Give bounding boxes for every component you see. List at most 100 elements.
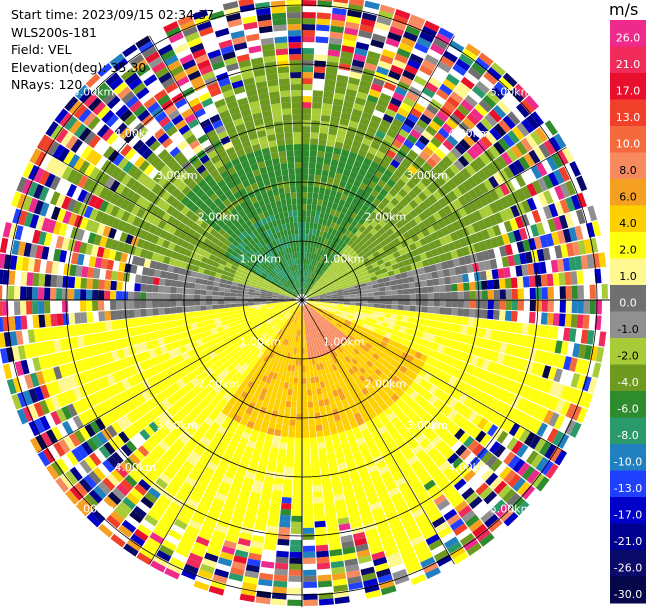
radar-gate — [328, 458, 337, 466]
radar-gate — [508, 162, 520, 177]
radar-gate — [330, 371, 337, 379]
radar-gate — [315, 274, 320, 281]
radar-gate — [331, 566, 346, 575]
radar-gate — [196, 365, 205, 375]
radar-gate — [179, 419, 190, 430]
radar-gate — [312, 479, 322, 486]
radar-gate — [214, 317, 221, 324]
radar-gate — [313, 293, 320, 297]
radar-gate — [201, 256, 209, 264]
radar-gate — [521, 264, 529, 276]
radar-gate — [542, 174, 554, 190]
radar-gate — [303, 288, 306, 295]
radar-gate — [358, 318, 365, 324]
radar-gate — [28, 197, 39, 213]
radar-gate — [211, 436, 221, 446]
radar-gate — [403, 193, 414, 204]
radar-gate — [362, 257, 370, 264]
radar-gate — [55, 393, 67, 408]
radar-gate — [458, 138, 471, 151]
radar-gate — [425, 272, 433, 280]
radar-gate — [403, 288, 410, 295]
radar-gate — [184, 234, 193, 243]
radar-gate — [171, 188, 182, 199]
radar-gate — [405, 25, 421, 37]
radar-gate — [362, 453, 373, 463]
radar-gate — [303, 305, 307, 312]
radar-gate — [249, 546, 263, 555]
radar-gate — [438, 381, 448, 391]
radar-gate — [395, 256, 403, 264]
radar-gate — [368, 539, 382, 549]
radar-gate — [305, 290, 310, 296]
radar-gate — [307, 246, 311, 253]
radar-gate — [328, 170, 336, 179]
radar-gate — [386, 201, 395, 211]
radar-gate — [580, 359, 590, 375]
radar-gate — [108, 361, 118, 374]
radar-gate — [330, 159, 339, 167]
radar-gate — [478, 182, 489, 195]
radar-gate — [372, 283, 379, 289]
radar-gate — [362, 228, 370, 237]
radar-gate — [283, 311, 289, 317]
radar-gate — [316, 223, 322, 231]
radar-gate — [421, 286, 428, 294]
radar-gate — [450, 147, 462, 159]
radar-gate — [334, 382, 342, 390]
radar-gate — [510, 408, 522, 423]
radar-gate — [383, 169, 394, 179]
radar-gate — [75, 501, 90, 517]
radar-gate — [397, 164, 408, 174]
radar-gate — [315, 538, 328, 546]
radar-gate — [242, 293, 249, 298]
radar-gate — [434, 132, 446, 144]
radar-gate — [310, 315, 314, 322]
radar-gate — [327, 214, 334, 222]
radar-gate — [580, 329, 589, 344]
radar-gate — [493, 123, 507, 137]
radar-gate — [533, 146, 546, 161]
radar-gate — [519, 334, 528, 347]
radar-gate — [499, 196, 510, 209]
radar-gate — [313, 294, 320, 297]
radar-gate — [170, 341, 179, 350]
radar-gate — [283, 284, 289, 289]
radar-gate — [290, 315, 294, 322]
radar-gate — [515, 174, 527, 188]
radar-gate — [157, 413, 169, 425]
radar-gate — [308, 341, 312, 348]
radar-gate — [293, 310, 298, 317]
radar-gate — [102, 363, 112, 376]
radar-gate — [104, 398, 115, 411]
radar-gate — [315, 363, 321, 371]
radar-gate — [540, 274, 548, 287]
radar-gate — [409, 128, 422, 140]
radar-gate — [216, 326, 224, 333]
radar-gate — [372, 352, 380, 361]
radar-gate — [302, 419, 309, 426]
radar-gate — [177, 408, 188, 419]
radar-gate — [522, 276, 530, 288]
radar-gate — [331, 275, 338, 281]
radar-gate — [445, 307, 452, 316]
radar-gate — [369, 469, 381, 479]
radar-gate — [344, 236, 351, 244]
radar-gate — [583, 300, 590, 314]
radar-gate — [194, 416, 204, 426]
radar-gate — [63, 263, 71, 276]
radar-gate — [210, 398, 219, 408]
radar-gate — [93, 268, 101, 279]
radar-gate — [269, 507, 281, 515]
radar-gate — [377, 425, 387, 435]
radar-gate — [312, 228, 317, 236]
radar-gate — [441, 329, 449, 339]
radar-gate — [302, 305, 305, 312]
radar-gate — [318, 278, 325, 284]
radar-gate — [539, 325, 547, 338]
radar-gate — [234, 363, 242, 372]
radar-gate — [319, 211, 325, 219]
radar-gate — [356, 187, 365, 196]
radar-gate — [224, 353, 233, 361]
radar-gate — [431, 516, 446, 529]
